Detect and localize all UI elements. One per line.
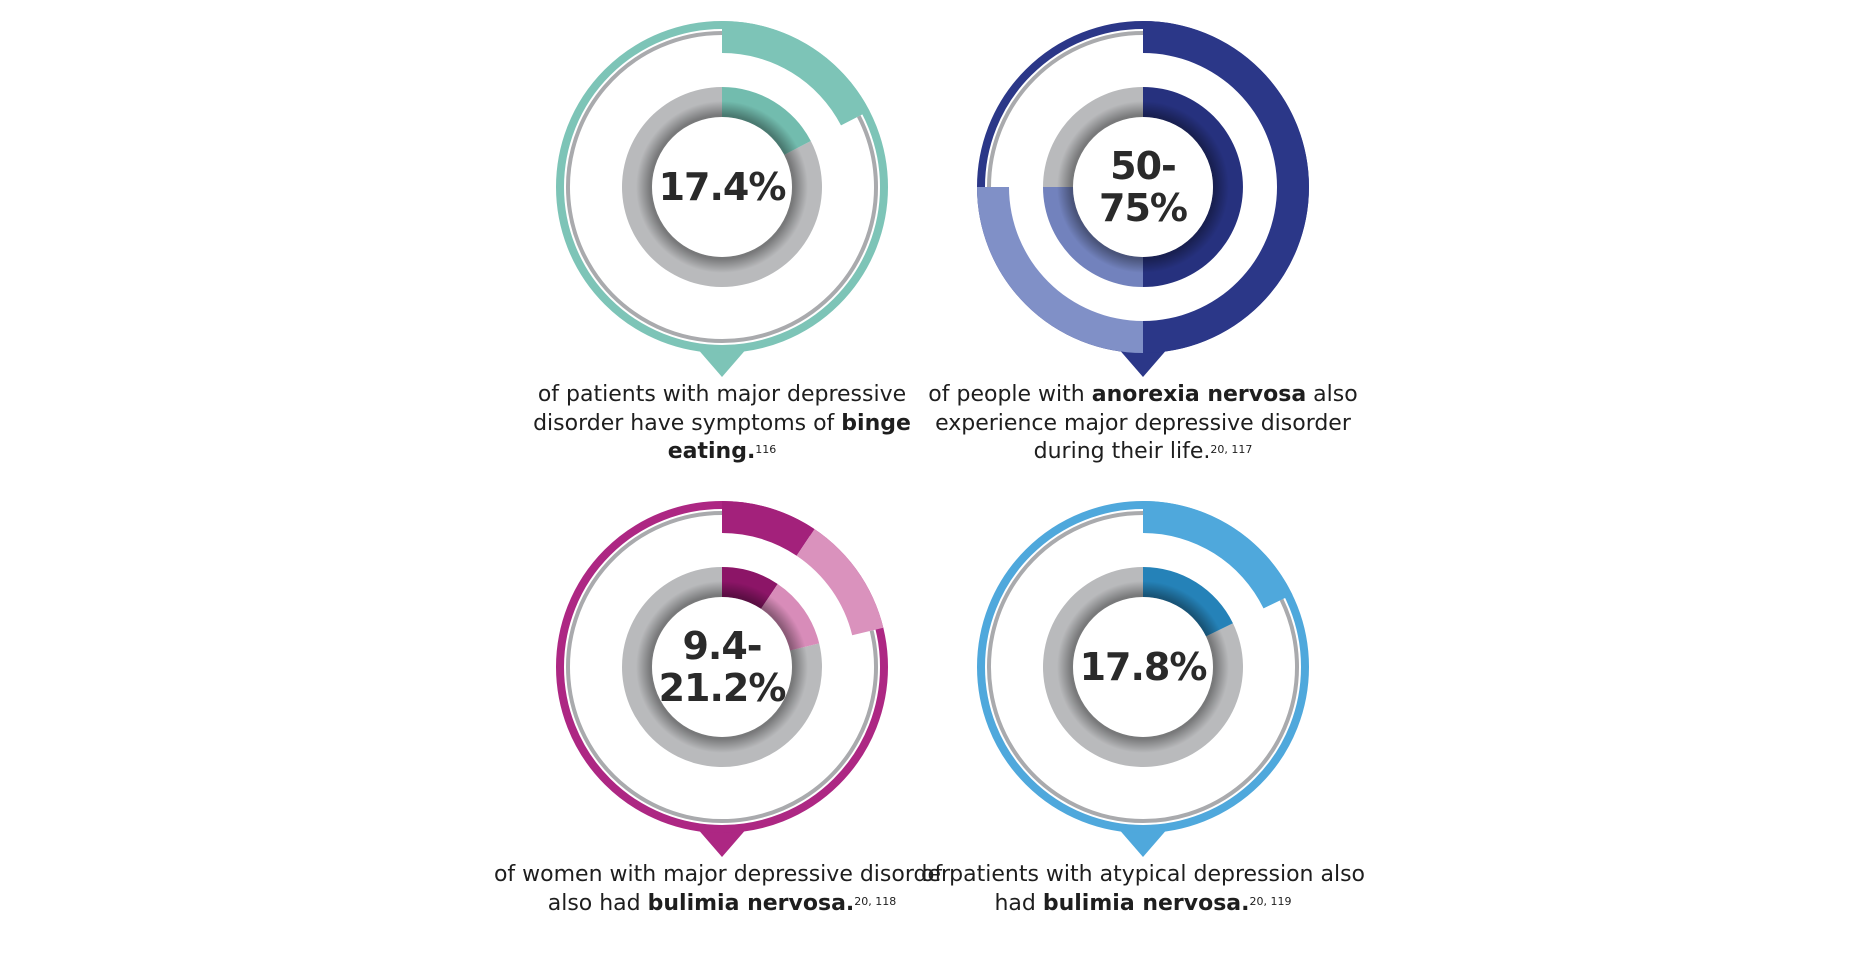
- caption-emphasis: binge eating.: [667, 410, 911, 465]
- stat-value: 17.4%: [658, 165, 787, 209]
- stat-caption: of women with major depressive disorder …: [492, 861, 952, 918]
- outer-value-band: [1143, 501, 1293, 609]
- stat-ring-chart: [977, 21, 1309, 377]
- pointer-tip: [1117, 827, 1169, 857]
- outer-value-band: [1143, 21, 1309, 353]
- caption-emphasis: bulimia nervosa.: [1042, 890, 1250, 916]
- caption-text-end: also experience major depressive disorde…: [935, 382, 1358, 464]
- pointer-tip: [1117, 347, 1169, 377]
- stat-ring-chart: [556, 21, 888, 377]
- stat-card: 17.4% of patients with major depressive d…: [512, 0, 932, 480]
- reference-superscript: 20, 118: [854, 894, 897, 908]
- outer-range-band: [977, 187, 1143, 353]
- outer-value-band: [722, 21, 870, 126]
- inner-hole: [1073, 597, 1213, 737]
- stat-value: 17.8%: [1079, 645, 1208, 689]
- reference-superscript: 20, 117: [1210, 443, 1253, 456]
- stat-card: 9.4-21.2% of women with major depressive …: [494, 480, 950, 960]
- stat-caption: of patients with major depressive disord…: [492, 381, 952, 467]
- inner-hole: [652, 117, 792, 257]
- outer-remaining-arc: [987, 31, 1144, 188]
- caption-text: of people with: [928, 382, 1092, 407]
- stat-caption: of patients with atypical depression als…: [913, 861, 1373, 918]
- stat-ring-chart: [556, 501, 888, 857]
- stat-caption: of people with anorexia nervosa also exp…: [913, 381, 1373, 467]
- reference-superscript: 116: [755, 443, 777, 456]
- outer-range-band: [796, 529, 884, 636]
- caption-text: of women with major depressive disorder …: [493, 862, 951, 916]
- pointer-tip: [696, 347, 748, 377]
- inner-hole: [1073, 117, 1213, 257]
- outer-remaining-arc: [987, 511, 1299, 823]
- inner-hole: [652, 597, 792, 737]
- outer-remaining-arc: [566, 511, 878, 823]
- outer-remaining-arc: [566, 31, 878, 343]
- outer-value-band: [722, 501, 815, 556]
- stat-ring-chart: [977, 501, 1309, 857]
- stat-card: 17.8% of patients with atypical depressio…: [921, 480, 1365, 960]
- pointer-tip: [696, 827, 748, 857]
- caption-text: of patients with major depressive disord…: [533, 382, 907, 436]
- stat-card: 50-75% of people with anorexia nervosa al…: [928, 0, 1358, 480]
- reference-superscript: 20, 119: [1249, 894, 1292, 908]
- stat-value: 50-75%: [1099, 144, 1188, 230]
- stat-value: 9.4-21.2%: [658, 624, 787, 710]
- caption-emphasis: anorexia nervosa: [1091, 382, 1307, 407]
- caption-emphasis: bulimia nervosa.: [647, 890, 855, 916]
- caption-text: of patients with atypical depression als…: [920, 862, 1365, 916]
